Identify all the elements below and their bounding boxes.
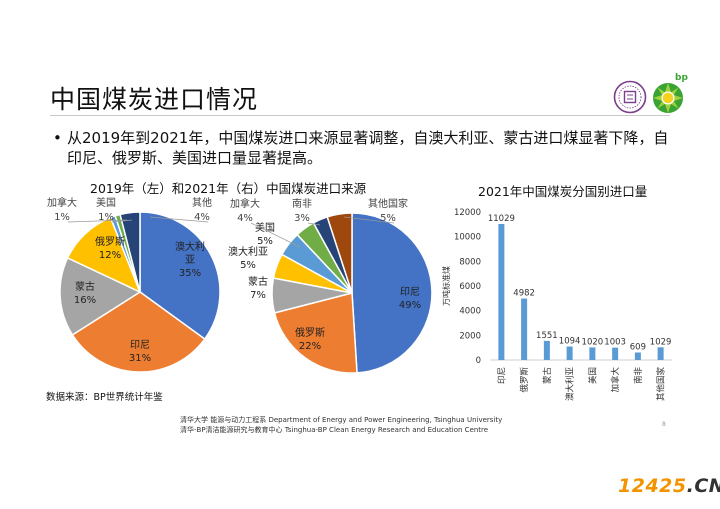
pie-2021-label-2: 蒙古 [248, 275, 268, 288]
title-divider [50, 115, 670, 116]
pie-2019-slice-3 [66, 216, 142, 294]
pie-2019-label-3: 俄罗斯 [95, 235, 125, 248]
pie-2021-pct-0: 49% [399, 300, 421, 311]
bar-category-label-2: 蒙古 [542, 367, 553, 385]
watermark-suffix: .CN [686, 475, 720, 497]
footer-line-1: 清华大学 能源与动力工程系 Department of Energy and P… [180, 416, 503, 424]
pie-2021-pct-7: 5% [380, 213, 396, 224]
bar-ytick-6: 12000 [454, 208, 481, 218]
bar-value-label-6: 609 [630, 342, 646, 352]
bar-3 [566, 346, 573, 360]
pie-2021-slice-7 [326, 212, 353, 294]
pie-2019-label-1: 印尼 [130, 339, 150, 351]
pie-2021-label-5: 加拿大 [230, 197, 260, 210]
bar-category-label-1: 俄罗斯 [519, 367, 530, 393]
bar-1 [521, 298, 528, 360]
bar-y-axis-label: 万吨标准煤 [441, 266, 451, 306]
pie-2019-label-2: 蒙古 [75, 280, 95, 293]
pie-2019-label-5: 美国 [96, 196, 116, 209]
bar-value-label-7: 1029 [650, 337, 672, 347]
bar-category-label-7: 其他国家 [656, 367, 667, 402]
pie-2021-label-6: 南非 [292, 197, 312, 210]
pie-2019-label-4: 加拿大 [47, 196, 77, 209]
pie-2019-slice-6 [119, 211, 141, 293]
pie-2019-label-6: 其他 [192, 196, 212, 209]
pie-2021-pct-4: 5% [257, 236, 273, 247]
pie-2021-leader-6 [307, 222, 321, 226]
pie-2019-slice-1 [71, 291, 206, 373]
bar-chart-title: 2021年中国煤炭分国别进口量 [478, 184, 648, 199]
bar-value-label-4: 1020 [582, 337, 604, 347]
pie-2021-label-3: 澳大利亚 [228, 245, 268, 258]
pie-chart-title: 2019年（左）和2021年（右）中国煤炭进口来源 [90, 181, 367, 196]
pie-2021-pct-3: 5% [240, 260, 256, 271]
pie-2021-pct-6: 3% [294, 213, 310, 224]
bar-ytick-4: 8000 [459, 257, 481, 267]
site-watermark: 12425.CN [618, 475, 720, 497]
page-number: 8 [662, 421, 666, 428]
pie-2019-label-0: 亚 [185, 255, 195, 266]
pie-2019-label-0: 澳大利 [175, 240, 205, 253]
bar-ytick-2: 4000 [459, 307, 481, 317]
page-title: 中国煤炭进口情况 [50, 85, 259, 114]
bar-7 [657, 347, 664, 360]
bar-category-label-6: 南非 [633, 367, 644, 385]
bar-4 [589, 347, 596, 360]
pie-2019-leader-5 [111, 219, 133, 223]
pie-2021-pct-5: 4% [237, 213, 253, 224]
pie-2021-slice-1 [273, 292, 358, 374]
pie-2019-pct-5: 1% [98, 212, 114, 223]
bar-value-label-2: 1551 [536, 331, 558, 341]
watermark-main: 12425 [618, 475, 687, 497]
bar-ytick-5: 10000 [454, 233, 481, 243]
pie-2019-slice-2 [59, 256, 142, 336]
bar-5 [612, 347, 619, 360]
pie-2021-label-1: 俄罗斯 [295, 326, 325, 339]
bar-category-label-4: 美国 [587, 367, 598, 384]
pie-2019-pct-1: 31% [129, 353, 151, 364]
bar-value-label-5: 1003 [604, 338, 626, 348]
bar-value-label-3: 1094 [559, 337, 581, 347]
bar-ytick-0: 0 [476, 356, 481, 366]
footer-line-2: 清华-BP清洁能源研究与教育中心 Tsinghua-BP Clean Energ… [180, 426, 489, 434]
pie-2021-label-0: 印尼 [400, 286, 420, 298]
pie-charts: 澳大利亚35%印尼31%蒙古16%俄罗斯12%加拿大1%美国1%其他4%印尼49… [47, 196, 433, 374]
bar-6 [634, 352, 641, 360]
bullet-text: • 从2019年到2021年，中国煤炭进口来源显著调整，自澳大利亚、蒙古进口煤显… [53, 128, 673, 168]
pie-2019-pct-4: 1% [54, 212, 70, 223]
pie-2019-leader-6 [149, 216, 209, 223]
bar-category-label-0: 印尼 [496, 367, 507, 384]
pie-2021-pct-2: 7% [250, 290, 266, 301]
bar-value-label-1: 4982 [513, 289, 535, 299]
bar-2 [543, 340, 550, 360]
pie-2019-pct-3: 12% [99, 250, 121, 261]
pie-2021-pct-1: 22% [299, 341, 321, 352]
pie-2021-leader-7 [343, 216, 395, 224]
bar-value-label-0: 11029 [488, 214, 515, 224]
bar-category-label-5: 加拿大 [610, 367, 621, 393]
bp-logo-text: bp [675, 73, 688, 83]
bar-ytick-3: 6000 [459, 282, 481, 292]
pie-2019-leader-4 [67, 219, 128, 223]
data-source-note: 数据来源：BP世界统计年鉴 [46, 392, 163, 403]
pie-2019-pct-0: 35% [179, 268, 201, 279]
pie-2021-label-7: 其他国家 [368, 197, 408, 210]
bar-category-label-3: 澳大利亚 [565, 367, 576, 402]
pie-2021-slice-0 [351, 212, 433, 374]
pie-2021-leader-5 [250, 222, 301, 248]
tsinghua-seal-logo [613, 80, 647, 114]
pie-2019-slice-0 [139, 211, 221, 341]
bullet-content: 从2019年到2021年，中国煤炭进口来源显著调整，自澳大利亚、蒙古进口煤显著下… [67, 129, 669, 167]
pie-2021-label-4: 美国 [255, 221, 275, 234]
bp-helios-logo: bp [653, 73, 688, 113]
bar-chart: 0 2000 4000 6000 8000 10000 12000 万吨标准煤 11029 印尼 4… [441, 208, 672, 401]
pie-2019-pct-2: 16% [74, 295, 96, 306]
bar-ytick-1: 2000 [459, 331, 481, 341]
bullet-dot: • [53, 129, 62, 147]
bar-0 [498, 223, 505, 360]
pie-2019-pct-6: 4% [194, 212, 210, 223]
